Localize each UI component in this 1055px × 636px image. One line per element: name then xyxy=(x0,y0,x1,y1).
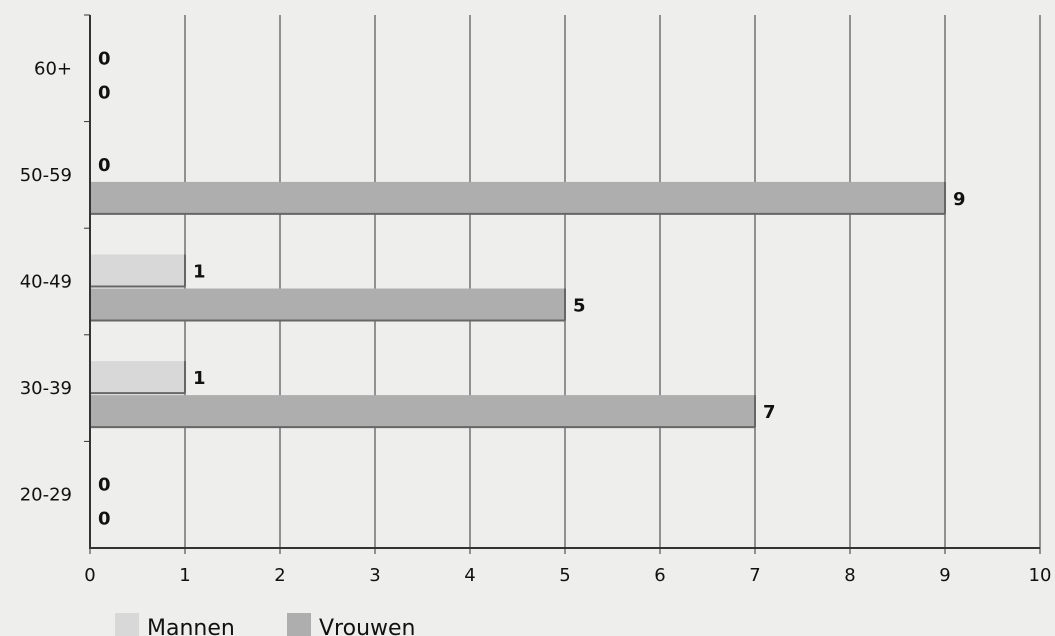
category-label-40-49: 40-49 xyxy=(20,272,72,293)
data-label-mannen-50-59: 0 xyxy=(98,155,111,176)
data-label-mannen-40-49: 1 xyxy=(193,262,206,283)
bar-mannen-40-49 xyxy=(91,254,185,287)
bar-vrouwen-40-49 xyxy=(91,288,565,321)
legend: Mannen Vrouwen xyxy=(115,613,416,636)
bar-mannen-30-39 xyxy=(91,361,185,394)
x-tick-label-7: 7 xyxy=(749,565,760,586)
legend-swatch-mannen xyxy=(115,613,139,636)
category-label-60+: 60+ xyxy=(34,58,72,79)
x-tick-label-2: 2 xyxy=(274,565,285,586)
category-label-20-29: 20-29 xyxy=(20,485,72,506)
bars: 0 0 0 9 1 5 1 7 0 0 xyxy=(91,48,966,530)
x-tick-label-1: 1 xyxy=(179,565,190,586)
data-label-vrouwen-40-49: 5 xyxy=(573,296,586,317)
data-label-mannen-30-39: 1 xyxy=(193,368,206,389)
grid-lines xyxy=(184,15,1041,548)
data-label-mannen-20-29: 0 xyxy=(98,475,111,496)
x-tick-label-5: 5 xyxy=(559,565,570,586)
category-label-50-59: 50-59 xyxy=(20,165,72,186)
bar-vrouwen-30-39 xyxy=(91,395,755,428)
x-tick-label-0: 0 xyxy=(84,565,95,586)
x-tick-label-8: 8 xyxy=(844,565,855,586)
data-label-vrouwen-60+: 0 xyxy=(98,82,111,103)
bar-vrouwen-50-59 xyxy=(91,181,945,214)
data-label-mannen-60+: 0 xyxy=(98,48,111,69)
data-label-vrouwen-50-59: 9 xyxy=(953,189,966,210)
x-tick-label-4: 4 xyxy=(464,565,475,586)
x-tick-label-6: 6 xyxy=(654,565,665,586)
legend-label-mannen: Mannen xyxy=(147,616,235,636)
x-tick-label-9: 9 xyxy=(939,565,950,586)
x-tick-label-3: 3 xyxy=(369,565,380,586)
legend-swatch-vrouwen xyxy=(287,613,311,636)
legend-label-vrouwen: Vrouwen xyxy=(319,616,416,636)
category-label-30-39: 30-39 xyxy=(20,378,72,399)
data-label-vrouwen-30-39: 7 xyxy=(763,402,776,423)
x-tick-label-10: 10 xyxy=(1029,565,1052,586)
data-label-vrouwen-20-29: 0 xyxy=(98,509,111,530)
